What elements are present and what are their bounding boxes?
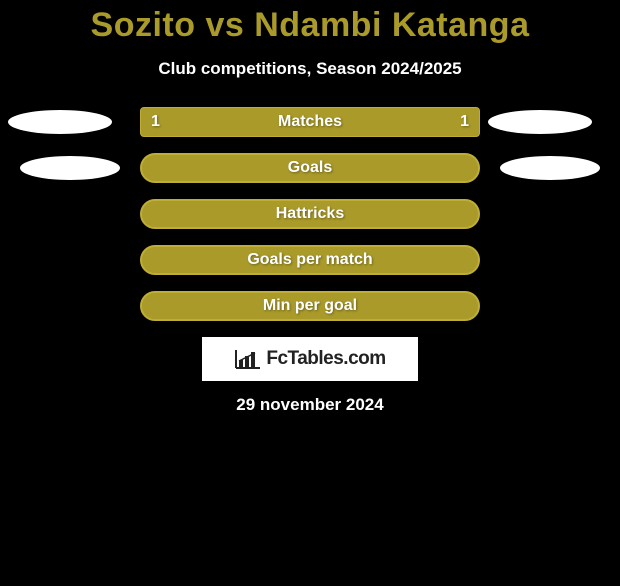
comparison-title: Sozito vs Ndambi Katanga	[0, 6, 620, 45]
right-player-marker	[488, 110, 592, 134]
stat-label: Goals	[288, 159, 332, 177]
snapshot-date: 29 november 2024	[0, 395, 620, 415]
stat-row: Min per goal	[0, 291, 620, 321]
stat-row: Matches 1 1	[0, 107, 620, 137]
source-logo: FcTables.com	[234, 348, 385, 370]
stat-label: Matches	[278, 113, 342, 131]
stat-label: Hattricks	[276, 205, 344, 223]
stat-bar: Goals per match	[140, 245, 480, 275]
stat-bar: Goals	[140, 153, 480, 183]
stat-bar: Matches 1 1	[140, 107, 480, 137]
source-logo-text: FcTables.com	[266, 348, 385, 370]
stat-row: Goals	[0, 153, 620, 183]
stat-rows: Matches 1 1 Goals Hattricks Goals per match Mi…	[0, 107, 620, 321]
stat-bar: Hattricks	[140, 199, 480, 229]
stat-bar: Min per goal	[140, 291, 480, 321]
stat-row: Goals per match	[0, 245, 620, 275]
stat-row: Hattricks	[0, 199, 620, 229]
right-player-marker	[500, 156, 600, 180]
source-logo-box: FcTables.com	[202, 337, 418, 381]
stat-right-value: 1	[460, 113, 469, 131]
left-player-marker	[20, 156, 120, 180]
comparison-subtitle: Club competitions, Season 2024/2025	[0, 59, 620, 79]
stat-label: Goals per match	[247, 251, 372, 269]
left-player-marker	[8, 110, 112, 134]
stat-left-value: 1	[151, 113, 160, 131]
bar-chart-icon	[234, 348, 262, 370]
stat-label: Min per goal	[263, 297, 357, 315]
